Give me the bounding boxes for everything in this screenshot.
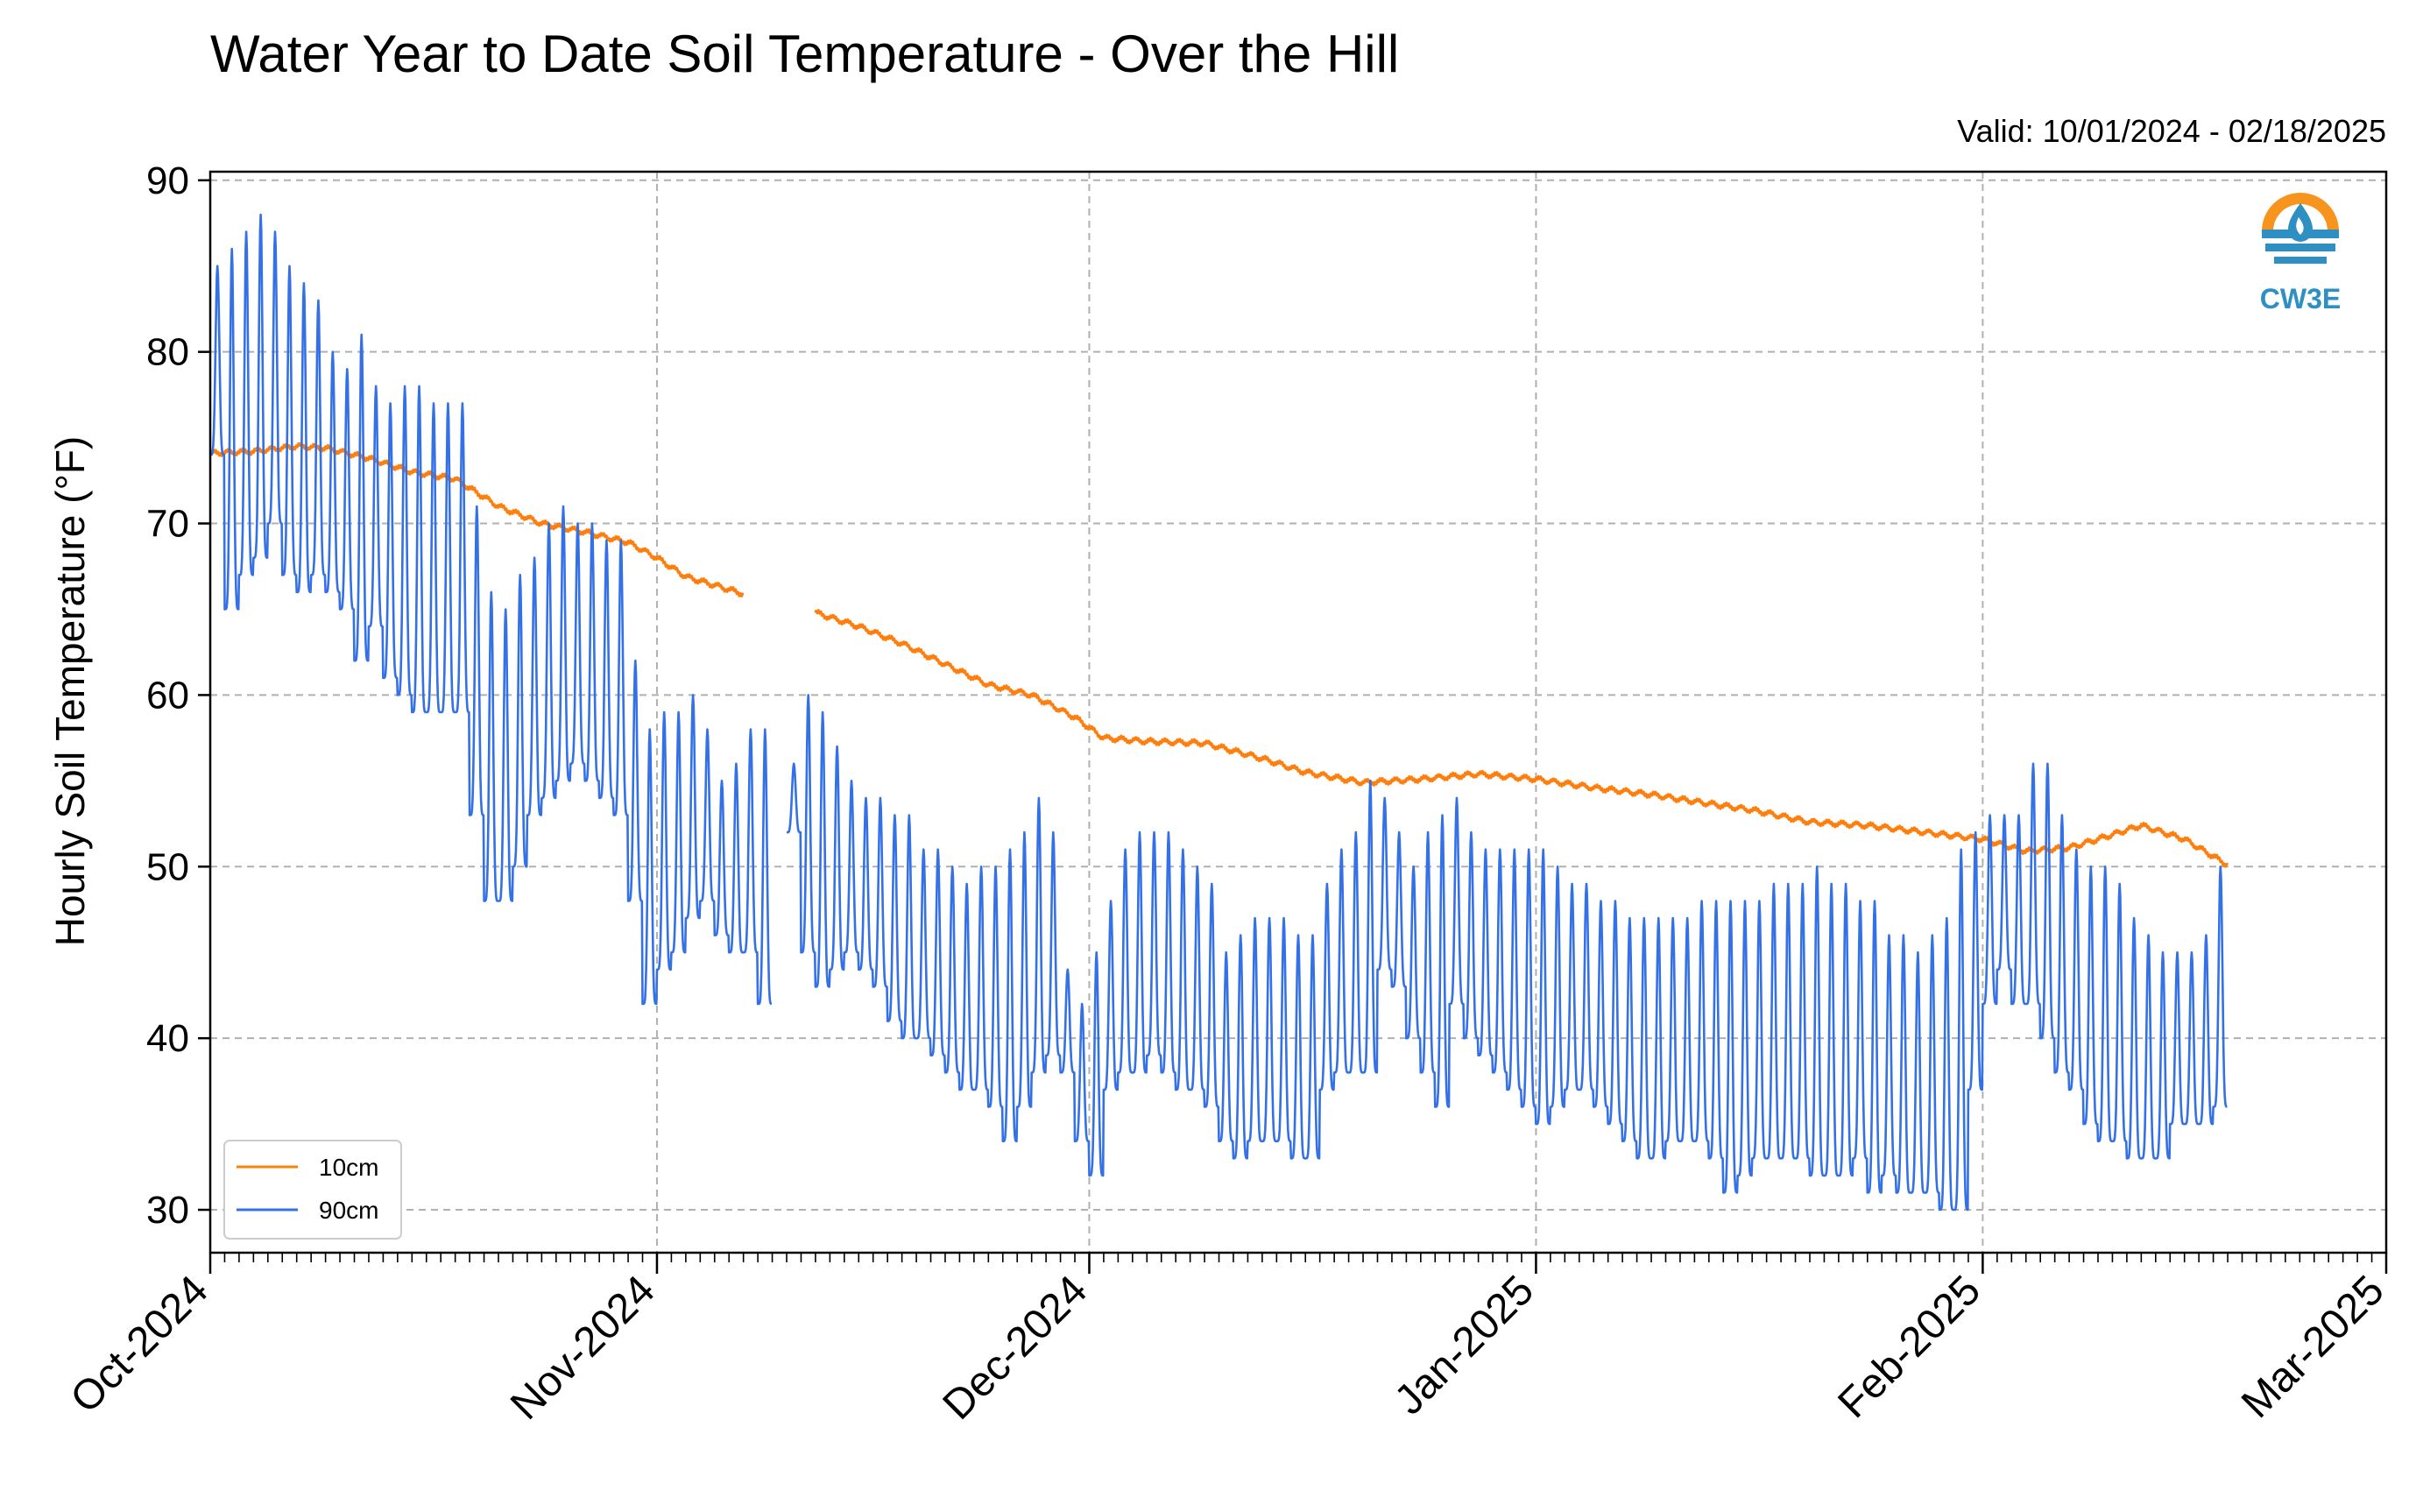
legend-label-10cm: 10cm (319, 1154, 378, 1181)
plot-series (208, 213, 2229, 1212)
plot-frame (208, 170, 2388, 1254)
series-90cm-line (209, 213, 2228, 1212)
logo-wave-3 (2274, 257, 2327, 264)
chart-title: Water Year to Date Soil Temperature - Ov… (210, 25, 1399, 83)
y-tick-label: 40 (146, 1017, 189, 1060)
legend-box (223, 1140, 402, 1240)
y-tick-label: 70 (146, 503, 189, 546)
y-axis-label: Hourly Soil Temperature (°F) (47, 436, 93, 947)
chart-subtitle: Valid: 10/01/2024 - 02/18/2025 (1957, 113, 2386, 149)
cw3e-logo: CW3E (2260, 193, 2341, 314)
logo-wave-2 (2265, 244, 2335, 251)
y-tick-label: 50 (146, 845, 189, 888)
logo-drop-swirl (2296, 217, 2304, 235)
legend-label-90cm: 90cm (319, 1197, 378, 1224)
y-tick-label: 80 (146, 331, 189, 374)
series-10cm-line (208, 442, 2229, 868)
y-tick-label: 60 (146, 674, 189, 717)
legend: 10cm 90cm (223, 1140, 402, 1240)
logo-text: CW3E (2260, 283, 2341, 314)
y-tick-label: 90 (146, 159, 189, 202)
y-tick-label: 30 (146, 1189, 189, 1232)
